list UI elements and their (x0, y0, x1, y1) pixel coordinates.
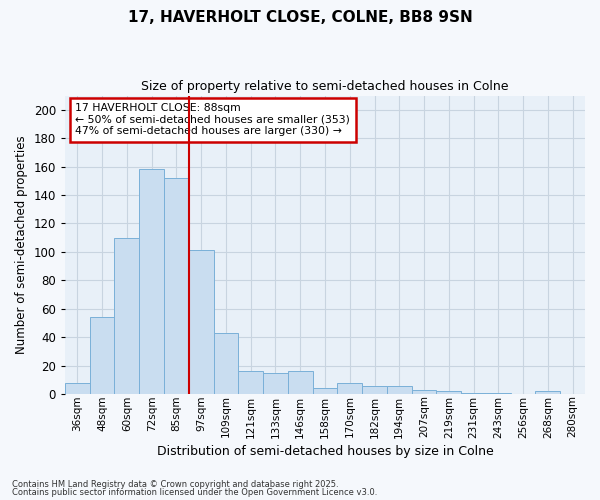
Bar (65, 382, 90, 394)
Bar (115, 238, 139, 394)
Title: Size of property relative to semi-detached houses in Colne: Size of property relative to semi-detach… (141, 80, 509, 93)
Bar (164, 178, 189, 394)
Bar (263, 372, 288, 394)
Text: Contains HM Land Registry data © Crown copyright and database right 2025.: Contains HM Land Registry data © Crown c… (12, 480, 338, 489)
X-axis label: Distribution of semi-detached houses by size in Colne: Distribution of semi-detached houses by … (157, 444, 493, 458)
Bar (189, 250, 214, 394)
Text: 17 HAVERHOLT CLOSE: 88sqm
← 50% of semi-detached houses are smaller (353)
47% of: 17 HAVERHOLT CLOSE: 88sqm ← 50% of semi-… (76, 103, 350, 136)
Bar (288, 372, 313, 394)
Bar (238, 372, 263, 394)
Y-axis label: Number of semi-detached properties: Number of semi-detached properties (15, 136, 28, 354)
Bar (337, 382, 362, 394)
Bar (486, 392, 511, 394)
Bar (313, 388, 337, 394)
Bar (412, 390, 436, 394)
Bar (436, 391, 461, 394)
Bar (139, 170, 164, 394)
Text: 17, HAVERHOLT CLOSE, COLNE, BB8 9SN: 17, HAVERHOLT CLOSE, COLNE, BB8 9SN (128, 10, 472, 25)
Bar (535, 391, 560, 394)
Bar (387, 386, 412, 394)
Bar (362, 386, 387, 394)
Bar (90, 318, 115, 394)
Bar (214, 333, 238, 394)
Text: Contains public sector information licensed under the Open Government Licence v3: Contains public sector information licen… (12, 488, 377, 497)
Bar (461, 392, 486, 394)
